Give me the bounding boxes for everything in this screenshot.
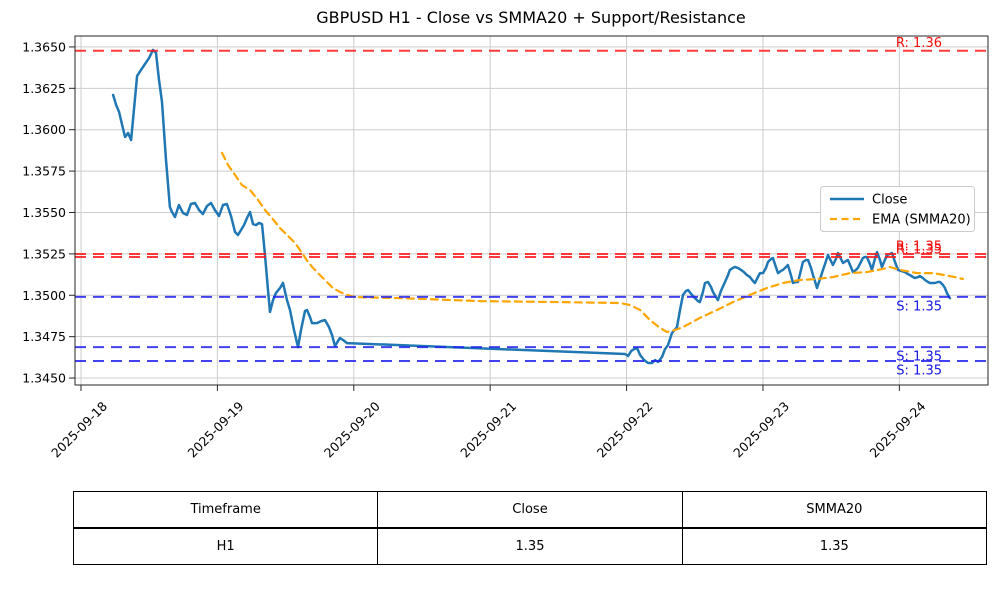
close-line	[111, 48, 952, 365]
support-label: S: 1.35	[896, 363, 942, 378]
table-header-row: Timeframe Close SMMA20	[72, 491, 988, 529]
y-tick-label: 1.3625	[22, 81, 66, 96]
table-header-smma20: SMMA20	[681, 491, 988, 529]
axis-ticks	[69, 46, 900, 391]
series-layer	[111, 48, 965, 365]
y-tick-label: 1.3525	[22, 246, 66, 261]
x-tick-label: 2025-09-20	[321, 398, 383, 460]
legend-close-label: Close	[872, 193, 907, 208]
legend-ema-label: EMA (SMMA20)	[872, 213, 971, 228]
legend: Close EMA (SMMA20)	[820, 186, 975, 232]
table-cell-smma20: 1.35	[681, 527, 988, 565]
resistance-label: R: 1.35	[896, 243, 942, 258]
y-tick-label: 1.3650	[22, 39, 66, 54]
level-labels: R: 1.36R: 1.35R: 1.35S: 1.35S: 1.35S: 1.…	[896, 36, 942, 378]
table-cell-close: 1.35	[377, 527, 683, 565]
ema-line	[220, 151, 965, 334]
y-tick-label: 1.3600	[22, 122, 66, 137]
y-tick-label: 1.3575	[22, 164, 66, 179]
resistance-label: R: 1.35	[896, 240, 942, 255]
table-header-timeframe: Timeframe	[72, 491, 379, 529]
y-tick-label: 1.3550	[22, 205, 66, 220]
table-header-close: Close	[377, 491, 683, 529]
resistance-label: R: 1.36	[896, 36, 942, 51]
x-tick-label: 2025-09-23	[730, 399, 792, 461]
x-tick-label: 2025-09-22	[594, 399, 656, 461]
chart-title: GBPUSD H1 - Close vs SMMA20 + Support/Re…	[316, 8, 746, 27]
plot-border	[74, 35, 989, 386]
summary-table: Timeframe Close SMMA20 H1 1.35 1.35	[72, 491, 988, 565]
support-label: S: 1.35	[896, 350, 942, 365]
support-label: S: 1.35	[896, 299, 942, 314]
axis-labels: 1.3450 1.3475 1.3500 1.3525 1.3550 1.3575 1.36…	[22, 39, 928, 460]
table-row: H1 1.35 1.35	[72, 527, 988, 565]
x-tick-label: 2025-09-21	[457, 399, 519, 461]
grid	[75, 36, 988, 385]
x-tick-label: 2025-09-18	[48, 398, 110, 460]
y-tick-label: 1.3500	[22, 288, 66, 303]
chart-svg: 1.3450 1.3475 1.3500 1.3525 1.3550 1.3575 1.36…	[22, 8, 989, 460]
x-tick-label: 2025-09-19	[185, 398, 247, 460]
y-tick-label: 1.3450	[22, 371, 66, 386]
x-tick-label: 2025-09-24	[866, 398, 928, 460]
y-tick-label: 1.3475	[22, 329, 66, 344]
table-cell-timeframe: H1	[72, 527, 379, 565]
levels-layer	[75, 49, 988, 362]
